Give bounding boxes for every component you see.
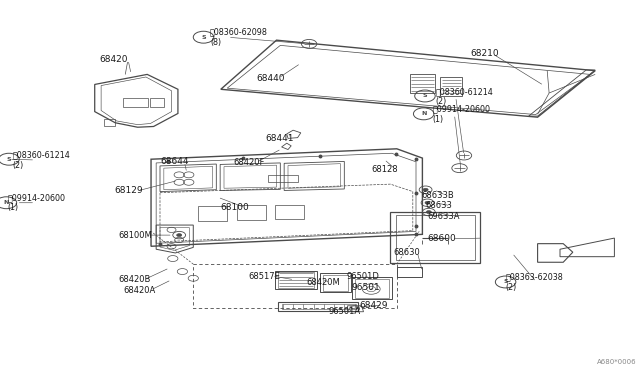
Text: 68630: 68630 [393, 248, 420, 257]
Text: 68420B: 68420B [118, 275, 151, 284]
Circle shape [426, 211, 431, 214]
Text: 68420M: 68420M [306, 278, 340, 287]
Text: Ⓢ08360-62098
(8): Ⓢ08360-62098 (8) [210, 28, 268, 47]
Text: 96501D: 96501D [347, 272, 380, 280]
Text: 68100M: 68100M [118, 231, 152, 240]
Circle shape [425, 201, 430, 204]
Text: A680*0006: A680*0006 [597, 359, 637, 365]
Text: N: N [421, 111, 426, 116]
Circle shape [177, 234, 182, 237]
Text: 68420A: 68420A [124, 286, 156, 295]
Text: 68100: 68100 [221, 203, 250, 212]
Text: S: S [6, 157, 12, 162]
Text: 68633: 68633 [426, 201, 452, 210]
Text: 68633B: 68633B [421, 191, 454, 200]
Text: 68420F: 68420F [234, 158, 265, 167]
Text: Ⓝ09914-20600
(1): Ⓝ09914-20600 (1) [8, 193, 66, 212]
Text: S: S [503, 279, 508, 285]
Circle shape [423, 188, 428, 191]
Text: 68210: 68210 [470, 49, 499, 58]
Text: Ⓝ09914-20600
(1): Ⓝ09914-20600 (1) [433, 105, 491, 124]
Text: S: S [201, 35, 206, 40]
Text: 68440: 68440 [256, 74, 285, 83]
Text: 68441: 68441 [266, 134, 294, 143]
Text: 96501A: 96501A [329, 307, 361, 316]
Text: S: S [422, 93, 428, 99]
Text: 68517E: 68517E [248, 272, 280, 280]
Text: 96501: 96501 [351, 283, 380, 292]
Text: 68429: 68429 [360, 301, 388, 310]
Text: 68128: 68128 [371, 165, 398, 174]
Text: Ⓢ08363-62038
(2): Ⓢ08363-62038 (2) [506, 272, 563, 292]
Text: N: N [4, 200, 9, 205]
Text: Ⓢ08360-61214
(2): Ⓢ08360-61214 (2) [435, 87, 493, 106]
Text: 68600: 68600 [428, 234, 456, 243]
Text: 69633A: 69633A [428, 212, 460, 221]
Text: Ⓢ08360-61214
(2): Ⓢ08360-61214 (2) [13, 150, 70, 170]
Text: 68420: 68420 [99, 55, 128, 64]
Text: 68644: 68644 [160, 157, 189, 166]
Text: 68129: 68129 [114, 186, 143, 195]
